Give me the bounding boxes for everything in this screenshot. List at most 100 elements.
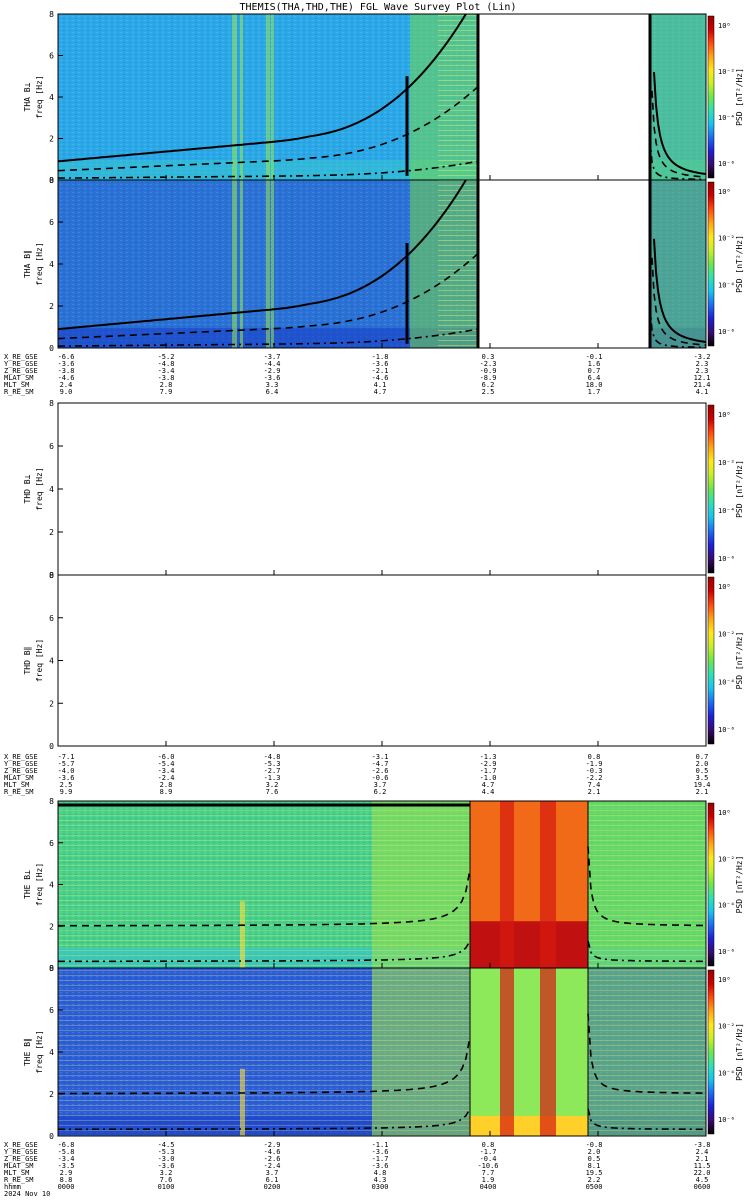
ephemeris-value: -3.8 bbox=[694, 1141, 711, 1149]
ephemeris-value: -4.6 bbox=[264, 1148, 281, 1156]
burst-core bbox=[470, 921, 588, 968]
ephemeris-row-label: MLAT_SM bbox=[4, 374, 34, 382]
burst-region bbox=[470, 968, 588, 1136]
colorbar-label: PSD [nT²/Hz] bbox=[735, 632, 744, 690]
spectral-stripe bbox=[232, 180, 237, 348]
harmonic-lines bbox=[438, 14, 478, 180]
burst-core bbox=[470, 1115, 588, 1136]
colorbar-tick-label: 10⁻⁶ bbox=[718, 160, 735, 168]
ephemeris-value: 6.1 bbox=[266, 1176, 279, 1184]
y-tick-label: 6 bbox=[49, 839, 54, 848]
y-tick-label: 2 bbox=[49, 528, 54, 537]
ephemeris-value: 0.5 bbox=[696, 767, 709, 775]
ephemeris-row-label: MLT_SM bbox=[4, 781, 29, 789]
ephemeris-value: 7.7 bbox=[482, 1169, 495, 1177]
ephemeris-value: -4.5 bbox=[158, 1141, 175, 1149]
panel-tha_bll: 0 2 4 6 8 THA B∥ freq [Hz] 10⁰ 10⁻² 10⁻⁴ 10⁻⁶ PSD [… bbox=[23, 176, 744, 353]
ephemeris-value: -8.9 bbox=[480, 374, 497, 382]
data-gap bbox=[478, 14, 650, 180]
ephemeris-value: -1.8 bbox=[372, 353, 389, 361]
ephemeris-value: -0.9 bbox=[480, 367, 497, 375]
spectral-stripe bbox=[266, 14, 270, 180]
ephemeris-value: 2.5 bbox=[482, 388, 495, 396]
y-tick-label: 8 bbox=[49, 964, 54, 973]
colorbar-tick-label: 10⁻⁶ bbox=[718, 948, 735, 956]
ephemeris-block: X_RE_GSEY_RE_GSEZ_RE_GSEMLAT_SMMLT_SMR_R… bbox=[4, 353, 710, 396]
ephemeris-value: -1.3 bbox=[264, 774, 281, 782]
colorbar-label: PSD [nT²/Hz] bbox=[735, 235, 744, 293]
colorbar-tick-label: 10⁻² bbox=[718, 855, 735, 863]
y-tick-label: 4 bbox=[49, 260, 54, 269]
harmonic-lines bbox=[438, 180, 478, 348]
y-tick-label: 6 bbox=[49, 614, 54, 623]
ephemeris-value: 4.7 bbox=[482, 781, 495, 789]
fce-curve-right bbox=[653, 238, 707, 343]
colorbar bbox=[707, 576, 715, 745]
colorbar-tick-label: 10⁻⁴ bbox=[718, 678, 735, 686]
ephemeris-value: -1.3 bbox=[480, 753, 497, 761]
ephemeris-value: 0.7 bbox=[588, 367, 601, 375]
ephemeris-value: 3.2 bbox=[160, 1169, 173, 1177]
ephemeris-value: -3.6 bbox=[158, 1162, 175, 1170]
ephemeris-value: -0.3 bbox=[586, 767, 603, 775]
freq-axis-label: freq [Hz] bbox=[35, 242, 44, 285]
ephemeris-value: 2.0 bbox=[696, 760, 709, 768]
panel-thd_bll: 0 2 4 6 8 THD B∥ freq [Hz] 10⁰ 10⁻² 10⁻⁴ 10⁻⁶ PSD [… bbox=[23, 571, 744, 751]
colorbar-tick-label: 10⁻⁶ bbox=[718, 328, 735, 336]
spectral-stripe bbox=[266, 180, 270, 348]
panel-label: THD B⊥ bbox=[23, 474, 32, 503]
ephemeris-row-label: MLAT_SM bbox=[4, 774, 34, 782]
ephemeris-value: -1.7 bbox=[480, 1148, 497, 1156]
spectrogram-background bbox=[58, 403, 706, 575]
y-tick-label: 2 bbox=[49, 699, 54, 708]
ephemeris-row-label: hhmm bbox=[4, 1183, 21, 1191]
ephemeris-value: -3.1 bbox=[372, 753, 389, 761]
ephemeris-value: -3.4 bbox=[158, 767, 175, 775]
spectral-stripe bbox=[232, 14, 237, 180]
panel-label: THA B∥ bbox=[23, 250, 32, 278]
ephemeris-value: -0.6 bbox=[372, 774, 389, 782]
ephemeris-value: -3.7 bbox=[264, 353, 281, 361]
colorbar-tick-label: 10⁻⁶ bbox=[718, 1116, 735, 1124]
y-tick-label: 8 bbox=[49, 399, 54, 408]
ephemeris-value: -5.3 bbox=[264, 760, 281, 768]
y-tick-label: 0 bbox=[49, 964, 54, 973]
colorbar-tick-label: 10⁰ bbox=[718, 809, 731, 817]
ephemeris-value: -5.3 bbox=[158, 1148, 175, 1156]
ephemeris-value: -10.6 bbox=[477, 1162, 498, 1170]
y-tick-label: 6 bbox=[49, 442, 54, 451]
y-tick-label: 6 bbox=[49, 52, 54, 61]
ephemeris-value: 1.9 bbox=[482, 1176, 495, 1184]
half-fce-curve bbox=[58, 1036, 471, 1095]
ephemeris-row-label: X_RE_GSE bbox=[4, 353, 38, 361]
ephemeris-value: 9.0 bbox=[60, 388, 73, 396]
panel-label: THA B⊥ bbox=[23, 82, 32, 111]
panel-the_bl: 0 2 4 6 8 THE B⊥ freq [Hz] 10⁰ 10⁻² 10⁻⁴ 10⁻⁶ PSD [… bbox=[23, 797, 744, 973]
freq-axis-label: freq [Hz] bbox=[35, 467, 44, 510]
panel-label: THE B⊥ bbox=[23, 870, 32, 899]
ephemeris-value: -4.8 bbox=[158, 360, 175, 368]
ephemeris-value: -3.8 bbox=[58, 367, 75, 375]
colorbar-tick-label: 10⁰ bbox=[718, 583, 731, 591]
y-tick-label: 4 bbox=[49, 1048, 54, 1057]
ephemeris-value: 3.7 bbox=[374, 781, 387, 789]
colorbar bbox=[707, 802, 715, 967]
colorbar-label: PSD [nT²/Hz] bbox=[735, 1023, 744, 1081]
ephemeris-value: 0.7 bbox=[696, 753, 709, 761]
spectral-stripe bbox=[271, 14, 274, 180]
ephemeris-value: 2.5 bbox=[60, 781, 73, 789]
ephemeris-value: 0400 bbox=[480, 1183, 497, 1191]
low-fraction-curve bbox=[58, 1108, 471, 1131]
ephemeris-row-label: R_RE_SM bbox=[4, 1176, 34, 1184]
ephemeris-value: 0.8 bbox=[588, 753, 601, 761]
ephemeris-row-label: MLT_SM bbox=[4, 1169, 29, 1177]
ephemeris-value: -3.8 bbox=[158, 374, 175, 382]
ephemeris-value: -2.9 bbox=[480, 760, 497, 768]
colorbar-tick-label: 10⁻⁶ bbox=[718, 726, 735, 734]
ephemeris-value: 9.9 bbox=[60, 788, 73, 796]
colorbar-label: PSD [nT²/Hz] bbox=[735, 460, 744, 518]
fce-curve-right bbox=[653, 72, 707, 176]
ephemeris-value: -3.4 bbox=[158, 367, 175, 375]
ephemeris-value: -5.7 bbox=[58, 760, 75, 768]
y-tick-label: 8 bbox=[49, 571, 54, 580]
